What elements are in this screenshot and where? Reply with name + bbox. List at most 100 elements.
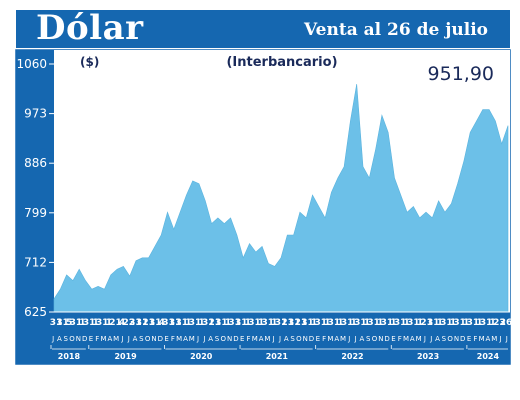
x-month-label: F [95,335,99,343]
x-day-label: 31 [228,318,241,328]
x-day-label: 1 [437,318,443,328]
x-month-label: A [107,335,112,343]
x-month-label: S [290,335,295,343]
x-day-label: 1 [463,318,469,328]
x-day-label: 1 [271,318,277,328]
x-month-label: F [398,335,402,343]
x-day-label: 21 [142,318,155,328]
x-month-label: A [183,335,188,343]
x-day-label: 31 [480,318,493,328]
y-tick-label: 886 [24,156,47,170]
x-day-label: 1 [337,318,343,328]
x-month-label: O [69,335,75,343]
x-day-label: 31 [129,318,142,328]
x-month-label: D [384,335,389,343]
x-month-label: D [309,335,314,343]
x-day-label: 1 [324,318,330,328]
x-day-label: 21 [209,318,222,328]
x-month-label: M [479,335,485,343]
x-month-label: A [435,335,440,343]
y-axis-unit-label: ($) [80,55,99,69]
x-day-label: 31 [50,318,63,328]
x-month-label: M [327,335,333,343]
x-month-label: J [429,335,432,343]
exchange-rate-area [53,83,509,313]
y-axis-band [16,50,54,312]
x-month-label: S [215,335,220,343]
x-month-label: F [322,335,326,343]
x-day-label: 1 [258,318,264,328]
x-day-label: 1 [185,318,191,328]
x-day-label: 4 [159,318,165,328]
x-month-label: J [347,335,350,343]
series-title: (Interbancario) [226,55,337,70]
x-month-label: A [360,335,365,343]
x-day-label: 1 [93,318,99,328]
x-day-label: 31 [175,318,188,328]
chart-subtitle: Venta al 26 de julio [304,20,488,40]
x-month-label: M [340,335,346,343]
x-month-label: J [278,335,281,343]
x-day-label: 31 [202,318,215,328]
x-month-label: A [208,335,213,343]
x-month-label: A [486,335,491,343]
x-month-label: N [303,335,308,343]
x-month-label: J [354,335,357,343]
x-month-label: J [120,335,123,343]
x-month-label: M [491,335,497,343]
x-month-label: E [391,335,395,343]
x-day-label: 31 [215,318,228,328]
x-day-label: 31 [169,318,182,328]
latest-value-label: 951,90 [428,63,494,85]
x-month-label: J [51,335,54,343]
x-month-label: S [64,335,69,343]
x-month-label: J [127,335,130,343]
x-month-label: J [202,335,205,343]
x-month-label: D [233,335,238,343]
x-month-label: O [296,335,302,343]
x-day-label: 1 [450,318,456,328]
x-month-label: A [259,335,264,343]
x-day-label: 1 [417,318,423,328]
x-month-label: S [442,335,447,343]
x-day-label: 1 [225,318,231,328]
x-day-label: 1 [198,318,204,328]
x-month-label: D [158,335,163,343]
x-day-label: 1 [106,318,112,328]
x-month-label: M [252,335,258,343]
chart-title: Dólar [36,8,144,48]
x-day-label: 31 [288,318,301,328]
x-month-label: E [240,335,244,343]
x-day-label: 31 [301,318,314,328]
x-day-label: 31 [189,318,202,328]
x-month-label: A [410,335,415,343]
x-day-label: 1 [404,318,410,328]
x-day-label: 31 [56,318,69,328]
x-day-label: 31 [367,318,380,328]
year-label: 2019 [114,352,137,361]
x-month-label: E [316,335,320,343]
x-axis-band [16,312,510,364]
x-month-label: M [189,335,195,343]
x-month-label: A [334,335,339,343]
x-month-label: N [151,335,156,343]
x-day-label: 5 [66,318,72,328]
x-day-label: 1 [311,318,317,328]
x-month-label: J [499,335,502,343]
x-month-label: O [145,335,151,343]
x-month-label: M [264,335,270,343]
x-day-label: 1 [245,318,251,328]
x-day-label: 31 [149,318,162,328]
x-month-label: J [505,335,508,343]
x-month-label: O [447,335,453,343]
x-month-label: S [139,335,144,343]
y-axis: 625 712 799 886 973 1060 [16,57,54,319]
x-day-label: 31 [354,318,367,328]
y-tick-label: 625 [24,305,47,319]
x-month-label: E [467,335,471,343]
x-day-label: 1 [390,318,396,328]
x-day-label: 26 [500,318,513,328]
x-month-label: M [113,335,119,343]
